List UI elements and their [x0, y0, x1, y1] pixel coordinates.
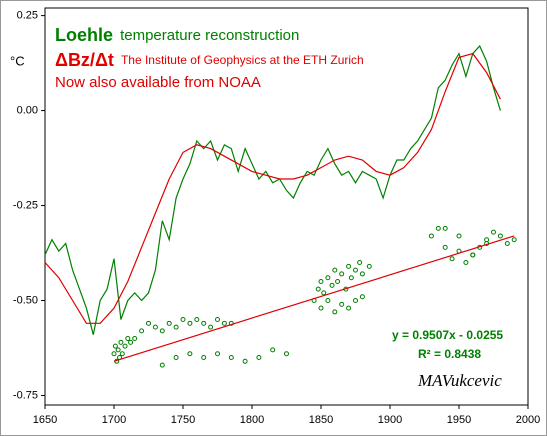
scatter-point	[166, 320, 172, 326]
scatter-point	[491, 229, 496, 235]
scatter-point	[146, 320, 151, 326]
scatter-point	[449, 256, 455, 262]
scatter-point	[335, 279, 341, 285]
scatter-point	[470, 252, 476, 258]
scatter-point	[228, 355, 234, 361]
x-tick-label: 1650	[33, 414, 57, 426]
scatter-point	[318, 305, 324, 311]
scatter-point	[428, 233, 434, 239]
scatter-point	[201, 320, 207, 326]
scatter-point	[463, 260, 469, 266]
scatter-point	[208, 324, 214, 330]
series-name: Loehle	[55, 25, 113, 45]
series-line	[44, 52, 501, 324]
scatter-point	[128, 339, 134, 345]
y-tick-label: 0.25	[17, 10, 38, 22]
scatter-point	[118, 339, 124, 345]
scatter-point	[357, 260, 363, 266]
x-tick-label: 1900	[378, 414, 402, 426]
scatter-point	[442, 244, 448, 250]
series-name: ΔBz/Δt	[55, 50, 114, 70]
scatter-point	[359, 294, 365, 300]
scatter-point	[159, 362, 165, 368]
y-tick-label: -0.75	[13, 389, 38, 401]
scatter-point	[180, 317, 186, 323]
scatter-point	[366, 263, 372, 269]
scatter-point	[348, 275, 354, 281]
scatter-point	[187, 351, 193, 357]
scatter-point	[115, 347, 121, 353]
scatter-point	[346, 263, 352, 269]
scatter-point	[339, 271, 345, 277]
signature: MAVukcevic	[417, 371, 502, 390]
scatter-point	[511, 237, 517, 243]
scatter-point	[215, 351, 220, 357]
x-tick-label: 1700	[102, 414, 126, 426]
r-squared: R² = 0.8438	[418, 347, 481, 361]
series-line	[44, 44, 501, 335]
scatter-point	[504, 241, 510, 247]
scatter-point	[132, 336, 138, 342]
scatter-point	[242, 358, 248, 364]
y-tick-label: -0.25	[13, 199, 38, 211]
annotation: Now also available from NOAA	[55, 74, 261, 91]
scatter-point	[284, 351, 289, 357]
legend-bz: ΔBz/Δt The Institute of Geophysics at th…	[55, 50, 364, 70]
scatter-point	[359, 271, 365, 277]
scatter-point	[112, 343, 118, 349]
x-tick-label: 1850	[309, 414, 333, 426]
equation: y = 0.9507x - 0.0255	[392, 328, 503, 342]
scatter-point	[111, 351, 117, 357]
scatter-point	[332, 309, 338, 315]
scatter-point	[215, 317, 220, 323]
scatter-point	[187, 320, 193, 326]
scatter-point	[139, 328, 145, 334]
scatter-point	[256, 355, 262, 361]
scatter-point	[122, 343, 128, 349]
scatter-point	[201, 355, 207, 361]
scatter-point	[321, 290, 327, 296]
x-tick-label: 1800	[240, 414, 264, 426]
scatter-point	[325, 298, 331, 304]
x-tick-label: 1950	[447, 414, 471, 426]
scatter-point	[346, 305, 352, 311]
scatter-point	[315, 286, 321, 292]
annotation: The Institute of Geophysics at the ETH Z…	[121, 53, 364, 67]
y-tick-label: 0.00	[17, 104, 38, 116]
scatter-point	[270, 347, 276, 353]
scatter-point	[173, 324, 179, 330]
scatter-point	[159, 328, 165, 334]
annotation: temperature reconstruction	[120, 27, 299, 44]
scatter-point	[353, 298, 358, 304]
scatter-point	[318, 279, 324, 285]
x-tick-label: 2000	[516, 414, 540, 426]
scatter-point	[325, 275, 331, 281]
series-line	[113, 235, 515, 362]
y-axis-label: °C	[10, 53, 25, 68]
scatter-point	[339, 301, 345, 307]
scatter-point	[435, 225, 441, 231]
scatter-point	[125, 336, 131, 342]
scatter-point	[152, 324, 158, 330]
scatter-point	[173, 355, 179, 361]
scatter-point	[332, 267, 338, 273]
scatter-point	[442, 225, 448, 231]
scatter-point	[194, 317, 200, 323]
scatter-point	[119, 351, 125, 357]
scatter-point	[353, 267, 358, 273]
scatter-point	[497, 233, 503, 239]
y-tick-label: -0.50	[13, 294, 38, 306]
x-tick-label: 1750	[171, 414, 195, 426]
scatter-point	[456, 233, 462, 239]
scatter-point	[329, 282, 335, 288]
scatter-point	[221, 320, 227, 326]
legend-loehle: Loehle temperature reconstruction	[55, 25, 299, 45]
